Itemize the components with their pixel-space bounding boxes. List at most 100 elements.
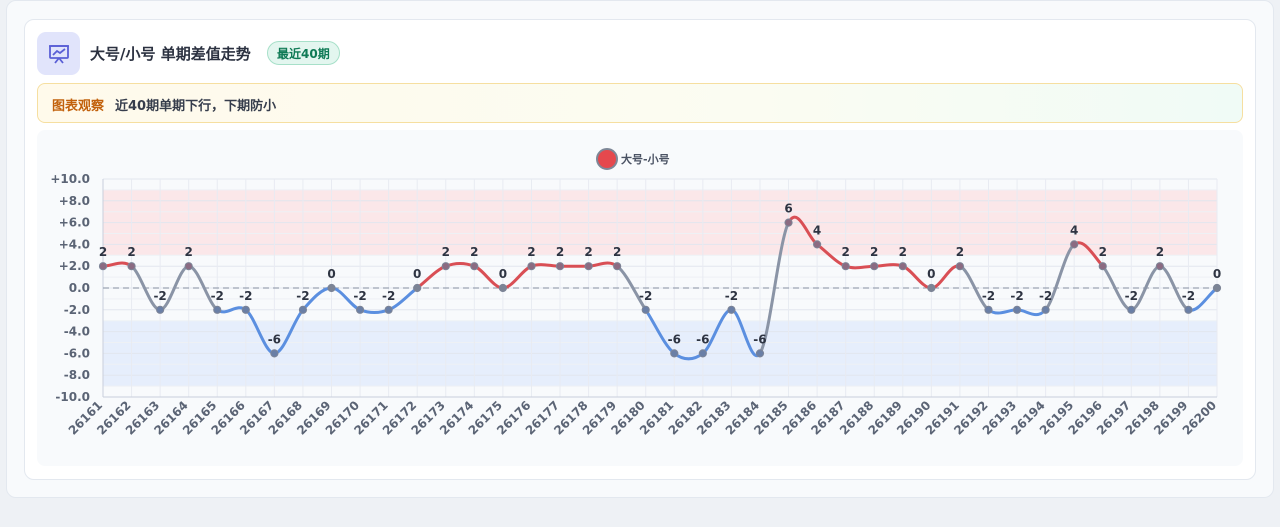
data-point bbox=[841, 262, 850, 271]
data-point bbox=[727, 305, 736, 314]
data-label: -6 bbox=[268, 332, 281, 346]
data-label: -2 bbox=[1182, 289, 1195, 303]
data-point bbox=[870, 262, 879, 271]
series-segment bbox=[1015, 308, 1048, 317]
data-label: 2 bbox=[127, 245, 135, 259]
data-label: -6 bbox=[753, 332, 766, 346]
y-tick-label: 0.0 bbox=[69, 281, 90, 295]
data-point bbox=[327, 283, 336, 293]
data-point bbox=[898, 262, 907, 271]
data-point bbox=[441, 262, 450, 271]
data-point bbox=[955, 262, 965, 271]
data-label: 2 bbox=[185, 245, 193, 259]
data-label: 2 bbox=[841, 245, 849, 259]
data-point bbox=[470, 262, 479, 271]
data-point bbox=[298, 305, 308, 314]
data-point bbox=[698, 349, 707, 358]
data-point bbox=[584, 262, 593, 271]
data-point bbox=[213, 305, 222, 314]
data-point bbox=[984, 305, 993, 314]
data-label: -2 bbox=[296, 289, 309, 303]
data-label: 2 bbox=[99, 245, 107, 259]
data-point bbox=[1098, 262, 1107, 271]
data-point bbox=[270, 349, 279, 358]
data-label: -2 bbox=[1010, 289, 1023, 303]
data-point bbox=[98, 262, 108, 271]
data-point bbox=[1127, 305, 1136, 314]
y-tick-label: -10.0 bbox=[55, 390, 90, 404]
data-label: 0 bbox=[327, 267, 335, 281]
data-point bbox=[927, 283, 936, 293]
y-tick-label: -2.0 bbox=[64, 303, 90, 317]
data-label: -2 bbox=[1039, 289, 1052, 303]
data-label: 2 bbox=[527, 245, 535, 259]
data-point bbox=[184, 262, 193, 271]
data-point bbox=[1212, 283, 1222, 293]
data-label: -2 bbox=[725, 289, 738, 303]
data-label: 4 bbox=[813, 223, 821, 237]
data-label: -2 bbox=[211, 289, 224, 303]
data-point bbox=[384, 305, 393, 314]
observation-note: 图表观察 近40期单期下行，下期防小 bbox=[37, 83, 1243, 123]
data-label: 2 bbox=[899, 245, 907, 259]
data-label: 2 bbox=[584, 245, 592, 259]
legend-marker bbox=[596, 148, 618, 170]
data-label: 0 bbox=[499, 267, 507, 281]
series-segment bbox=[844, 264, 876, 270]
series-segment bbox=[872, 263, 905, 268]
series-segment bbox=[758, 221, 791, 355]
data-label: -2 bbox=[382, 289, 395, 303]
data-point bbox=[413, 283, 422, 293]
data-label: -2 bbox=[982, 289, 995, 303]
chart-legend[interactable]: 大号-小号 bbox=[596, 146, 670, 172]
data-label: 6 bbox=[784, 202, 792, 216]
data-point bbox=[641, 305, 650, 314]
data-label: -2 bbox=[153, 289, 166, 303]
y-tick-label: +4.0 bbox=[59, 237, 90, 251]
y-tick-label: -4.0 bbox=[64, 325, 90, 339]
data-point bbox=[1184, 305, 1193, 314]
data-label: -6 bbox=[668, 332, 681, 346]
data-point bbox=[498, 283, 507, 293]
data-point bbox=[670, 349, 679, 358]
data-label: -2 bbox=[639, 289, 652, 303]
data-point bbox=[813, 240, 822, 249]
data-point bbox=[156, 305, 165, 314]
data-point bbox=[355, 305, 365, 314]
data-label: 0 bbox=[1213, 267, 1221, 281]
data-label: 0 bbox=[413, 267, 421, 281]
y-tick-label: -6.0 bbox=[64, 346, 90, 360]
data-point bbox=[241, 305, 250, 314]
y-tick-label: -8.0 bbox=[64, 368, 90, 382]
chart-presentation-icon bbox=[37, 32, 80, 75]
y-tick-label: +6.0 bbox=[59, 216, 90, 230]
data-point bbox=[1041, 305, 1050, 314]
data-label: 4 bbox=[1070, 223, 1078, 237]
chart-title: 大号/小号 单期差值走势 bbox=[90, 45, 251, 63]
data-point bbox=[527, 262, 536, 271]
series-segment bbox=[529, 263, 562, 268]
period-badge: 最近40期 bbox=[267, 41, 340, 65]
data-label: -2 bbox=[239, 289, 252, 303]
data-label: 2 bbox=[613, 245, 621, 259]
data-label: 2 bbox=[956, 245, 964, 259]
data-label: 2 bbox=[442, 245, 450, 259]
data-label: 2 bbox=[1099, 245, 1107, 259]
data-label: -2 bbox=[1125, 289, 1138, 303]
y-tick-label: +2.0 bbox=[59, 259, 90, 273]
data-point bbox=[784, 218, 793, 227]
data-label: 2 bbox=[870, 245, 878, 259]
y-tick-label: +10.0 bbox=[50, 172, 90, 186]
data-label: -2 bbox=[353, 289, 366, 303]
data-label: -6 bbox=[696, 332, 709, 346]
legend-label: 大号-小号 bbox=[621, 153, 670, 166]
data-label: 0 bbox=[927, 267, 935, 281]
data-point bbox=[1155, 262, 1164, 271]
data-point bbox=[1012, 305, 1022, 314]
observation-text: 近40期单期下行，下期防小 bbox=[115, 99, 277, 114]
data-point bbox=[755, 349, 765, 358]
series-segment bbox=[1044, 242, 1076, 312]
data-point bbox=[127, 262, 136, 271]
y-tick-label: +8.0 bbox=[59, 194, 90, 208]
